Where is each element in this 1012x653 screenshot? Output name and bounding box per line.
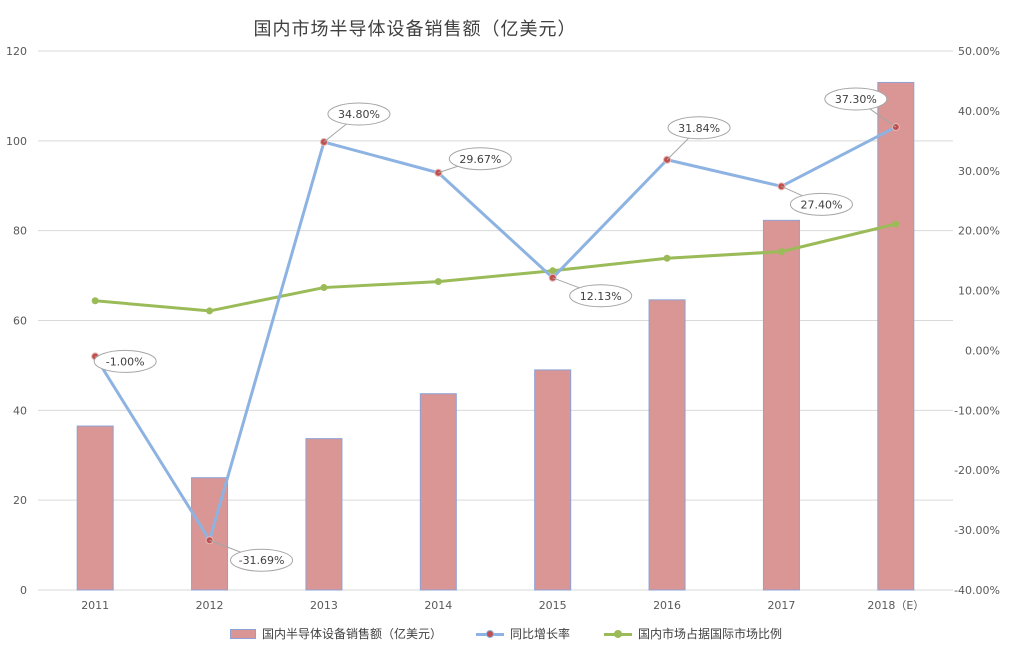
data-label-growth: 34.80% <box>338 108 380 121</box>
callout-bubble <box>789 192 853 216</box>
bar <box>76 425 114 591</box>
legend-label-sales: 国内半导体设备销售额（亿美元） <box>261 627 442 641</box>
legend-label-share: 国内市场占据国际市场比例 <box>638 627 783 641</box>
point-share <box>892 220 900 228</box>
x-tick-label: 2017 <box>767 599 795 612</box>
bar <box>762 219 800 591</box>
legend: 国内半导体设备销售额（亿美元） 同比增长率 国内市场占据国际市场比例 <box>0 625 1012 642</box>
point-share <box>206 307 214 315</box>
data-label-growth: 37.30% <box>835 93 877 106</box>
x-tick-label: 2013 <box>310 599 338 612</box>
x-tick-label: 2015 <box>539 599 567 612</box>
y-left-tick-label: 80 <box>13 225 27 238</box>
y-left-tick-label: 120 <box>6 45 27 58</box>
y-right-tick-label: 0.00% <box>965 344 1000 357</box>
bar <box>534 369 572 591</box>
callout-bubble <box>448 147 512 171</box>
y-right-tick-label: -30.00% <box>954 524 1000 537</box>
bar <box>419 393 457 591</box>
point-share <box>434 278 442 286</box>
chart-title: 国内市场半导体设备销售额（亿美元） <box>253 19 577 40</box>
data-label-growth: 29.67% <box>459 153 501 166</box>
point-share <box>777 248 785 256</box>
data-label-growth: -1.00% <box>106 355 145 368</box>
series-line-growth <box>93 125 897 542</box>
point-share <box>663 254 671 262</box>
y-right-tick-label: -40.00% <box>954 584 1000 597</box>
callout-bubble <box>824 87 888 111</box>
y-left-tick-label: 20 <box>13 494 27 507</box>
x-tick-label: 2016 <box>653 599 681 612</box>
legend-label-growth: 同比增长率 <box>509 627 570 641</box>
point-growth <box>891 123 900 132</box>
data-label-growth: 31.84% <box>678 122 720 135</box>
data-label-growth: -31.69% <box>239 554 285 567</box>
y-right-tick-label: 50.00% <box>958 45 1000 58</box>
point-share <box>549 267 557 275</box>
point-share <box>320 284 328 292</box>
callout-bubble <box>230 548 294 572</box>
callout-bubble <box>93 349 157 373</box>
legend-item-share: 国内市场占据国际市场比例 <box>604 625 782 642</box>
legend-swatch-growth <box>475 629 504 639</box>
y-right-tick-label: 30.00% <box>958 165 1000 178</box>
callout-bubble <box>569 284 633 308</box>
y-right-tick-label: 40.00% <box>958 105 1000 118</box>
y-right-tick-label: -10.00% <box>954 404 1000 417</box>
x-tick-label: 2011 <box>81 599 109 612</box>
y-right-tick-label: 10.00% <box>958 285 1000 298</box>
data-label-growth: 12.13% <box>580 290 622 303</box>
y-left-tick-label: 60 <box>13 315 27 328</box>
bar <box>877 81 915 591</box>
plot-area: 0 20 40 60 80 100 120 -40.00% -30.00% -20.00% -10.… <box>6 45 1000 612</box>
y-right-tick-label: -20.00% <box>954 464 1000 477</box>
y-left-tick-label: 0 <box>20 584 27 597</box>
callout-bubble <box>327 102 391 126</box>
x-tick-label: 2018（E） <box>867 599 924 612</box>
bar <box>648 299 686 591</box>
data-label-growth: 27.40% <box>800 198 842 211</box>
y-left-tick-label: 100 <box>6 135 27 148</box>
callout-bubble <box>667 116 731 140</box>
series-line-share <box>95 222 897 313</box>
legend-swatch-share <box>604 629 632 639</box>
bar <box>305 438 343 591</box>
legend-item-sales: 国内半导体设备销售额（亿美元） <box>229 625 442 642</box>
x-tick-label: 2014 <box>424 599 452 612</box>
y-left-tick-label: 40 <box>13 404 27 417</box>
legend-item-growth: 同比增长率 <box>475 625 570 642</box>
y-right-tick-label: 20.00% <box>958 225 1000 238</box>
point-share <box>91 297 99 305</box>
x-tick-label: 2012 <box>196 599 224 612</box>
legend-swatch-sales <box>229 628 256 639</box>
